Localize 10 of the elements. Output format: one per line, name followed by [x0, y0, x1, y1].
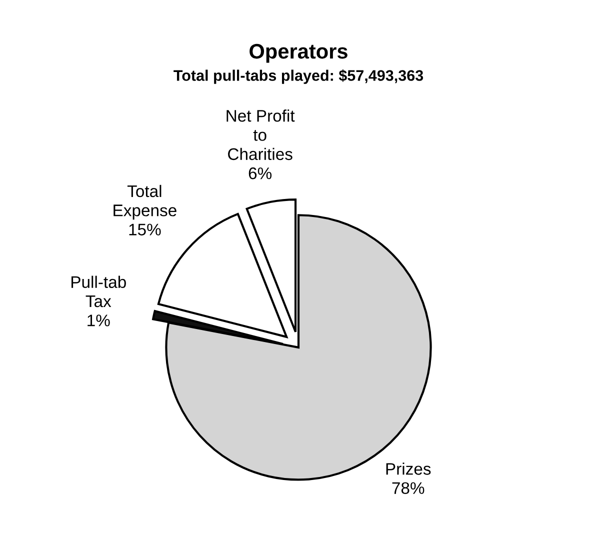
slice-label: Pull-tab Tax	[72, 276, 126, 308]
slice-label: Total Expense	[114, 184, 176, 220]
data-label: 78%	[392, 482, 424, 494]
data-label: 15%	[129, 224, 161, 236]
chart-title: Operators	[250, 44, 348, 63]
data-label: 1%	[88, 314, 110, 326]
data-label: 6%	[248, 167, 272, 180]
slice-label: Net Profit to Charities	[226, 110, 295, 160]
chart-subtitle: Total pull-tabs played: $57,493,363	[174, 69, 424, 84]
slice-label: Prizes	[386, 462, 431, 475]
